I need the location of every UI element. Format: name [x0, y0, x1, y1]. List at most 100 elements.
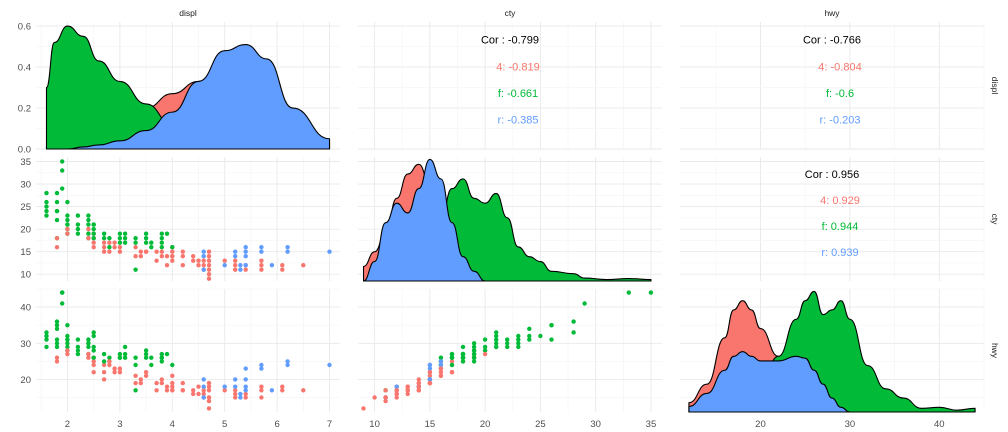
scatter-point	[243, 377, 248, 382]
scatter-point	[133, 240, 138, 245]
scatter-point	[112, 366, 117, 371]
y-tick-label: 30	[20, 180, 31, 191]
scatter-point	[222, 384, 227, 389]
scatter-point	[372, 395, 377, 400]
scatter-point	[107, 236, 112, 241]
scatter-point	[243, 391, 248, 397]
scatter-point	[117, 370, 123, 375]
scatter-point	[91, 355, 96, 360]
strip-labels: displ cty hwy displ cty hwy	[179, 8, 1000, 359]
scatter-point	[505, 341, 510, 346]
scatter-point	[122, 355, 128, 360]
scatter-point	[648, 290, 654, 295]
scatter-point	[107, 362, 112, 368]
scatter-point	[482, 344, 488, 350]
scatter-point	[86, 217, 91, 223]
scatter-point	[138, 254, 143, 259]
scatter-point	[438, 373, 444, 378]
scatter-point	[86, 226, 91, 232]
scatter-point	[75, 213, 81, 218]
scatter-point	[159, 359, 164, 364]
scatter-point	[494, 330, 499, 335]
scatter-point	[149, 240, 154, 245]
scatter-point	[65, 213, 70, 218]
scatter-point	[538, 333, 543, 339]
scatter-point	[206, 267, 212, 272]
scatter-point	[361, 406, 366, 411]
scatter-point	[107, 355, 112, 360]
y-tick-label: 0.2	[18, 104, 31, 115]
scatter-point	[75, 222, 81, 227]
x-tick-label: 4	[170, 419, 175, 430]
scatter-point	[438, 362, 444, 368]
scatter-point	[494, 341, 499, 346]
scatter-point	[460, 355, 466, 360]
scatter-point	[259, 267, 264, 272]
scatter-point	[383, 388, 388, 393]
scatter-point	[438, 370, 444, 375]
scatter-point	[86, 236, 91, 241]
scatter-point	[101, 236, 107, 241]
scatter-point	[427, 380, 433, 386]
scatter-point	[191, 254, 196, 259]
scatter-point	[107, 249, 112, 254]
scatter-point	[133, 362, 138, 368]
scatter-point	[154, 258, 159, 263]
scatter-point	[201, 249, 206, 254]
scatter-point	[107, 245, 112, 250]
scatter-point	[91, 226, 96, 232]
scatter-point	[75, 231, 81, 236]
scatter-point	[449, 370, 455, 375]
scatter-point	[206, 272, 212, 277]
scatter-point	[60, 159, 65, 164]
scatter-point	[201, 384, 206, 389]
scatter-point	[54, 199, 60, 205]
scatter-point	[259, 245, 264, 250]
scatter-point	[416, 384, 421, 389]
scatter-point	[143, 370, 149, 375]
scatter-point	[233, 391, 238, 397]
scatter-point	[75, 226, 81, 232]
x-tick-label: 5	[222, 419, 227, 430]
scatter-point	[416, 377, 421, 382]
scatter-point	[233, 377, 238, 382]
column-strip-label: displ	[179, 8, 197, 18]
scatter-point	[44, 344, 49, 350]
x-tick-label: 20	[480, 419, 491, 430]
scatter-point	[65, 217, 70, 223]
scatter-point	[180, 380, 185, 386]
scatter-point	[138, 380, 143, 386]
scatter-point	[180, 263, 185, 268]
y-tick-label: 35	[20, 157, 31, 168]
x-tick-label: 25	[535, 419, 546, 430]
y-tick-label: 15	[20, 247, 31, 258]
scatter-point	[201, 395, 206, 400]
scatter-point	[122, 240, 128, 245]
scatter-point	[201, 391, 206, 397]
scatter-point	[191, 388, 196, 393]
scatter-point	[196, 391, 201, 397]
scatter-point	[394, 395, 399, 400]
scatter-point	[164, 231, 170, 236]
scatter-point	[201, 388, 206, 393]
scatter-point	[170, 388, 175, 393]
scatter-point	[259, 263, 264, 268]
scatter-point	[482, 351, 488, 357]
scatter-point	[60, 186, 65, 191]
scatter-point	[133, 388, 138, 393]
x-tick-label: 6	[274, 419, 279, 430]
scatter-point	[91, 236, 96, 241]
scatter-point	[143, 351, 149, 357]
scatter-point	[54, 323, 60, 328]
correlation-group-r: r: 0.939	[821, 247, 858, 259]
scatter-point	[280, 388, 285, 393]
scatter-point	[159, 231, 164, 236]
scatter-point	[117, 236, 123, 241]
scatter-point	[243, 388, 248, 393]
scatter-point	[516, 333, 521, 339]
y-tick-label: 30	[20, 339, 31, 350]
scatter-point	[86, 351, 91, 357]
x-tick-label: 30	[845, 419, 856, 430]
scatter-point	[159, 249, 164, 254]
scatter-point	[149, 245, 154, 250]
